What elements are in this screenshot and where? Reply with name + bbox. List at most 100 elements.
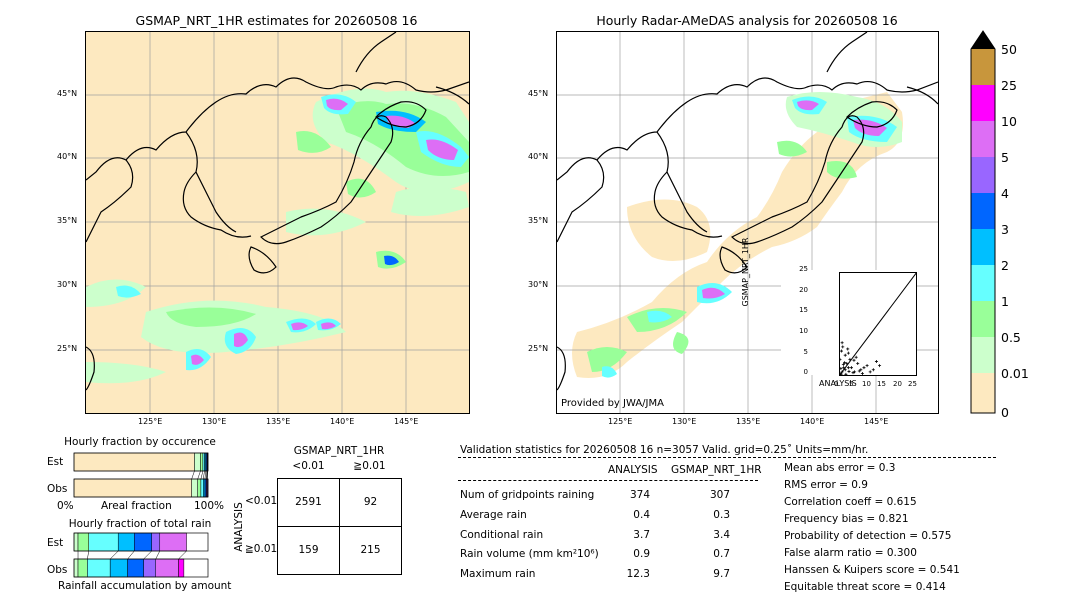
validation-row-analysis: 3.7: [633, 529, 650, 541]
fraction-segment: [77, 532, 89, 552]
score-mae: Mean abs error = 0.3: [784, 462, 896, 474]
colorbar-label-10: 10: [1001, 114, 1017, 129]
scatter-point: [843, 361, 847, 365]
right-lat-45: 45°N: [528, 89, 549, 98]
validation-header: Validation statistics for 20260508 16 n=…: [460, 444, 869, 456]
right-map-rain: [587, 92, 902, 378]
right-lat-25: 25°N: [528, 344, 549, 353]
fraction-connector: [155, 550, 160, 560]
left-lat-45: 45°N: [57, 89, 78, 98]
validation-row-analysis: 12.3: [626, 568, 650, 580]
fraction-connector: [143, 550, 152, 560]
scatter-point: [868, 370, 872, 374]
colorbar-label-3: 3: [1001, 222, 1009, 237]
fraction-bar-frame: [73, 558, 209, 578]
colorbar: [970, 30, 996, 414]
validation-row-analysis: 0.9: [633, 548, 650, 560]
scatter-point: [857, 369, 861, 373]
colorbar-swatch: [971, 229, 995, 265]
fraction-segment: [77, 558, 88, 578]
left-lon-140: 140°E: [330, 417, 355, 426]
colorbar-swatch: [971, 49, 995, 85]
occurrence-row-obs: Obs: [47, 483, 68, 495]
validation-row-gsmap: 0.7: [713, 548, 730, 560]
scatter-point: [841, 345, 845, 349]
colorbar-swatch: [971, 265, 995, 301]
scatter-point: [840, 370, 844, 374]
occurrence-axis-mid: Areal fraction: [101, 500, 172, 512]
right-map-credit: Provided by JWA/JMA: [561, 398, 664, 409]
scatter-point: [859, 368, 863, 372]
validation-row-gsmap: 0.3: [713, 509, 730, 521]
scatter-point: [844, 372, 848, 376]
scatter-point: [854, 355, 858, 359]
scatter-point: [848, 357, 852, 361]
contingency-grid: 2591 92 159 215: [277, 478, 402, 575]
right-lat-30: 30°N: [528, 280, 549, 289]
colorbar-swatch: [971, 373, 995, 413]
amount-footer: Rainfall accumulation by amount: [58, 580, 232, 592]
fraction-connector: [110, 550, 119, 560]
validation-col-rule: [458, 480, 758, 481]
scatter-point: [839, 357, 842, 361]
left-map-canvas: [86, 32, 469, 413]
scatter-point: [865, 364, 869, 368]
scatter-point: [846, 366, 850, 370]
fraction-segment: [134, 532, 152, 552]
colorbar-swatch: [971, 301, 995, 337]
score-pod: Probability of detection = 0.575: [784, 530, 952, 542]
fraction-connector: [203, 470, 205, 480]
scatter-point: [846, 347, 850, 351]
fraction-segment: [117, 532, 135, 552]
colorbar-label-50: 50: [1001, 42, 1017, 57]
validation-row-gsmap: 3.4: [713, 529, 730, 541]
fraction-segment: [127, 558, 144, 578]
colorbar-label-25: 25: [1001, 78, 1017, 93]
colorbar-label-5: 5: [1001, 150, 1009, 165]
scatter-point: [852, 358, 856, 362]
left-lon-135: 135°E: [266, 417, 291, 426]
right-lon-135: 135°E: [736, 417, 761, 426]
fraction-bar-frame: [73, 452, 209, 472]
colorbar-label-1: 1: [1001, 294, 1009, 309]
right-map: Provided by JWA/JMA: [556, 31, 939, 414]
validation-row-label: Num of gridpoints raining: [460, 489, 595, 501]
contingency-side-label: ANALYSIS: [233, 502, 245, 552]
scatter-point: [874, 359, 878, 363]
colorbar-label-0: 0: [1001, 405, 1009, 420]
contingency-cell: 159: [298, 544, 319, 556]
scatter-point: [871, 368, 875, 372]
fraction-segment: [151, 532, 161, 552]
amount-title: Hourly fraction of total rain: [68, 518, 212, 530]
right-lon-125: 125°E: [608, 417, 633, 426]
fraction-segment: [191, 478, 198, 498]
scatter-point: [851, 371, 855, 375]
colorbar-swatch: [971, 157, 995, 193]
left-lon-130: 130°E: [202, 417, 227, 426]
validation-row-label: Conditional rain: [460, 529, 544, 541]
scatter-point: [878, 364, 882, 368]
right-lat-40: 40°N: [528, 152, 549, 161]
scatter-point: [840, 341, 844, 345]
scatter-xlabel: ANALYSIS: [819, 379, 857, 388]
contingency-cell: 92: [363, 496, 378, 508]
validation-col-gsmap: GSMAP_NRT_1HR: [671, 464, 762, 476]
validation-row-analysis: 374: [629, 489, 650, 501]
score-corr: Correlation coeff = 0.615: [784, 496, 917, 508]
amount-row-obs: Obs: [47, 564, 68, 576]
occurrence-axis-left: 0%: [57, 500, 74, 512]
fraction-segment: [143, 558, 156, 578]
colorbar-label-4: 4: [1001, 186, 1009, 201]
occurrence-axis-right: 100%: [194, 500, 225, 512]
scatter-point: [847, 369, 851, 373]
scatter-point: [841, 362, 845, 366]
contingency-col-lt: <0.01: [292, 460, 325, 472]
fraction-segment: [73, 452, 195, 472]
scatter-point: [842, 366, 846, 370]
fraction-connector: [178, 550, 187, 560]
contingency-row-ge: ≧0.01: [245, 543, 278, 555]
scatter-point: [849, 366, 853, 370]
fraction-connector: [87, 550, 89, 560]
scatter-point: [839, 349, 843, 353]
scatter-point: [860, 372, 864, 376]
